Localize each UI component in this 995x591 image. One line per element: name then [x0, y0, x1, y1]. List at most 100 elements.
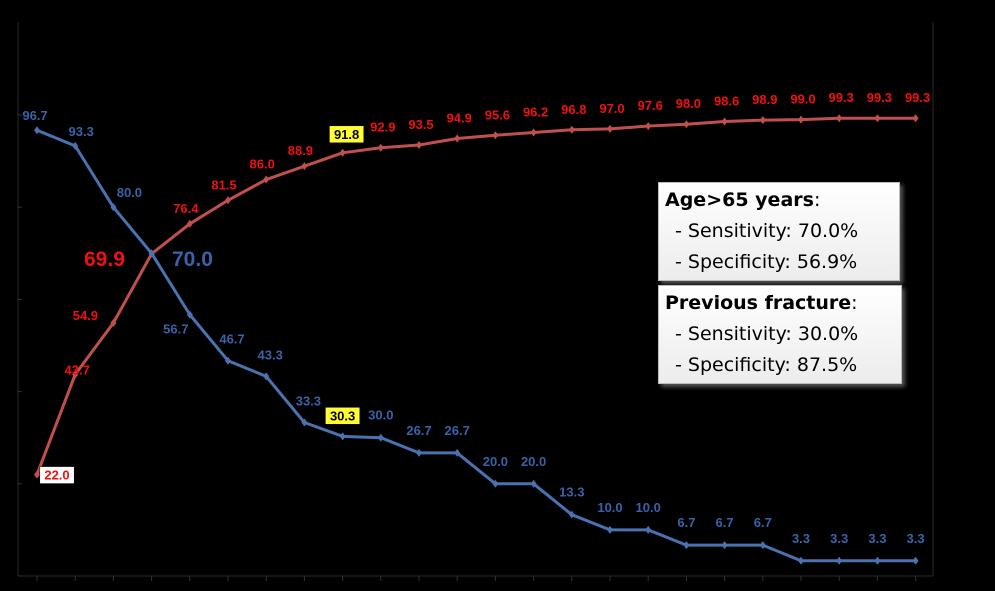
- legend-prev-specificity: - Specificity: 87.5%: [675, 354, 858, 376]
- sensitivity-point: [568, 510, 575, 519]
- sensitivity-point: [186, 310, 193, 319]
- specificity-data-label: 81.5: [211, 177, 236, 192]
- specificity-data-label: 93.5: [408, 117, 433, 132]
- sensitivity-data-label: 26.7: [406, 423, 431, 438]
- sensitivity-data-label: 30.0: [368, 408, 393, 423]
- specificity-series: [34, 114, 919, 479]
- legend-prev-title: Previous fracture: [665, 292, 852, 314]
- sensitivity-data-label: 93.3: [69, 124, 94, 139]
- sensitivity-point: [645, 525, 652, 534]
- sensitivity-data-label: 46.7: [219, 332, 244, 347]
- specificity-data-label: 97.6: [638, 98, 663, 113]
- specificity-point: [34, 470, 40, 479]
- sensitivity-point: [492, 479, 499, 488]
- sensitivity-data-label: 10.0: [597, 500, 622, 515]
- crossing-label-specificity: 69.9: [84, 248, 125, 271]
- specificity-point: [377, 143, 384, 152]
- specificity-data-label: 86.0: [250, 157, 275, 172]
- specificity-data-label: 97.0: [599, 101, 624, 116]
- sensitivity-point: [874, 556, 881, 565]
- sensitivity-data-label: 13.3: [559, 485, 584, 500]
- sensitivity-data-label: 96.7: [22, 108, 47, 123]
- specificity-data-label: 88.9: [288, 143, 313, 158]
- legend-age-title: Age>65 years: [665, 189, 814, 211]
- specificity-point: [72, 370, 79, 379]
- specificity-data-label: 98.9: [752, 92, 777, 107]
- specificity-data-label: 99.0: [790, 92, 815, 107]
- specificity-data-label: 91.8: [334, 127, 359, 142]
- specificity-data-label: 99.3: [867, 90, 892, 105]
- legend-age-box: Age>65 years: - Sensitivity: 70.0% - Spe…: [658, 182, 900, 281]
- specificity-data-label: 99.3: [905, 90, 930, 105]
- sensitivity-series: [34, 126, 919, 565]
- sensitivity-point: [110, 203, 117, 212]
- sensitivity-data-label: 3.3: [907, 531, 925, 546]
- data-labels: 96.7 93.3 80.0 56.7 46.7 43.3 33.3 30.3 30.0 26.7…: [22, 90, 930, 546]
- specificity-point: [301, 162, 308, 171]
- specificity-point: [186, 219, 193, 228]
- legend-prev-colon: :: [851, 292, 858, 314]
- specificity-point: [912, 114, 919, 123]
- specificity-data-label: 98.6: [714, 93, 739, 108]
- sensitivity-point: [339, 432, 346, 441]
- specificity-point: [759, 116, 766, 125]
- specificity-point: [492, 131, 499, 140]
- sensitivity-point: [454, 448, 461, 457]
- sensitivity-point: [607, 525, 613, 534]
- specificity-point: [225, 196, 231, 205]
- sensitivity-data-label: 20.0: [483, 454, 508, 469]
- specificity-data-label: 43.7: [65, 363, 90, 378]
- specificity-point: [607, 124, 613, 133]
- specificity-data-label: 54.9: [73, 308, 98, 323]
- specificity-point: [683, 120, 690, 129]
- sensitivity-data-label: 3.3: [792, 531, 810, 546]
- legend-previous-fracture-box: Previous fracture: - Sensitivity: 30.0% …: [658, 285, 902, 384]
- sensitivity-data-label: 33.3: [296, 393, 321, 408]
- specificity-data-label: 92.9: [370, 120, 395, 135]
- specificity-data-label: 94.9: [447, 111, 472, 126]
- specificity-line: [35, 116, 916, 476]
- sensitivity-data-label: 30.3: [330, 408, 355, 423]
- sensitivity-point: [263, 372, 270, 381]
- chart-axes: [17, 22, 934, 581]
- sensitivity-data-label: 20.0: [521, 454, 546, 469]
- sensitivity-point: [148, 249, 155, 258]
- sensitivity-label-highlight: [325, 407, 361, 425]
- specificity-data-label: 96.2: [523, 105, 548, 120]
- specificity-point: [263, 175, 270, 184]
- specificity-point: [645, 122, 652, 131]
- legend-age-colon: :: [813, 189, 821, 211]
- sensitivity-point: [34, 126, 40, 135]
- sensitivity-data-label: 6.7: [677, 515, 695, 530]
- sensitivity-data-label: 43.3: [258, 347, 283, 362]
- specificity-data-label: 22.0: [44, 468, 69, 483]
- crossing-label-sensitivity: 70.0: [172, 248, 213, 271]
- specificity-data-label: 98.0: [676, 96, 701, 111]
- sensitivity-point: [530, 479, 537, 488]
- sensitivity-point: [225, 356, 231, 365]
- sensitivity-point: [416, 448, 422, 457]
- sensitivity-data-label: 6.7: [716, 515, 734, 530]
- specificity-data-label: 76.4: [173, 201, 199, 216]
- sensitivity-data-label: 3.3: [868, 531, 886, 546]
- sensitivity-data-label: 3.3: [830, 531, 848, 546]
- sensitivity-point: [377, 433, 384, 442]
- legend-age-specificity: - Specificity: 56.9%: [675, 251, 858, 273]
- sensitivity-point: [721, 541, 728, 550]
- sensitivity-data-label: 26.7: [445, 423, 470, 438]
- specificity-point: [339, 148, 346, 157]
- specificity-point: [454, 134, 461, 143]
- specificity-data-label: 95.6: [485, 107, 510, 122]
- sensitivity-data-label: 56.7: [163, 322, 188, 337]
- sensitivity-point: [912, 556, 919, 565]
- specificity-point: [836, 114, 843, 123]
- sensitivity-point: [301, 418, 308, 427]
- sensitivity-data-label: 10.0: [636, 500, 661, 515]
- sensitivity-data-label: 80.0: [117, 185, 142, 200]
- specificity-point: [110, 318, 117, 327]
- specificity-data-label: 96.8: [561, 102, 586, 117]
- sensitivity-data-label: 6.7: [754, 515, 772, 530]
- sensitivity-point: [798, 556, 804, 565]
- sensitivity-point: [759, 541, 766, 550]
